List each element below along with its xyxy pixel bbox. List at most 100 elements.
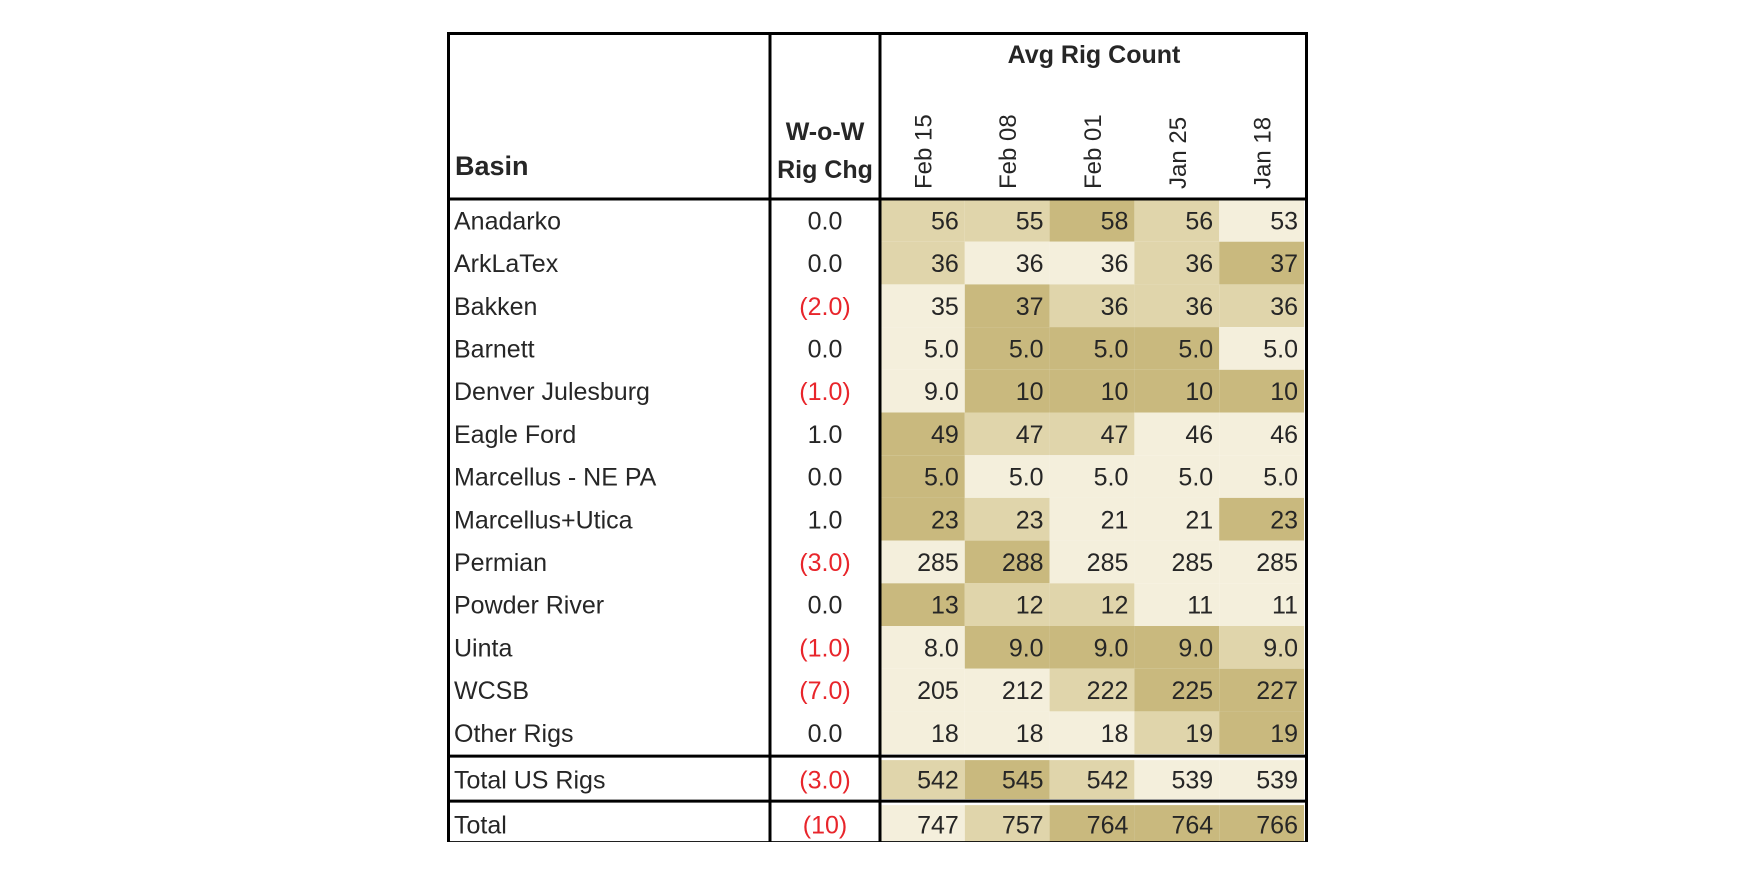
row-9-shade-1 bbox=[964, 583, 1050, 626]
total-us-shade-1 bbox=[964, 760, 1050, 800]
row-10-change: (1.0) bbox=[799, 634, 850, 662]
row-2-value-2: 36 bbox=[1101, 293, 1129, 321]
total-us-value-0: 542 bbox=[917, 767, 959, 795]
row-10-value-2: 9.0 bbox=[1094, 634, 1129, 662]
row-4-shade-0 bbox=[880, 369, 965, 413]
total-value-0: 747 bbox=[917, 812, 959, 840]
total-change: (10) bbox=[803, 812, 847, 840]
row-2-basin: Bakken bbox=[454, 293, 537, 321]
row-7-shade-0 bbox=[880, 497, 965, 541]
rig-count-table-svg: Basin W-o-W Rig Chg Avg Rig Count Feb 15 Feb … bbox=[447, 32, 1308, 842]
row-7-value-2: 21 bbox=[1101, 506, 1129, 534]
total-us-shade-2 bbox=[1049, 760, 1135, 800]
row-3-value-3: 5.0 bbox=[1178, 335, 1213, 363]
row-5-shade-1 bbox=[964, 412, 1050, 456]
row-7-basin: Marcellus+Utica bbox=[454, 506, 633, 534]
row-4-value-3: 10 bbox=[1185, 378, 1213, 406]
row-2-shade-1 bbox=[964, 284, 1050, 328]
row-5-value-4: 46 bbox=[1270, 421, 1298, 449]
row-12-value-2: 18 bbox=[1101, 720, 1129, 748]
row-8-value-1: 288 bbox=[1002, 549, 1044, 577]
row-4-basin: Denver Julesburg bbox=[454, 378, 650, 406]
row-4-value-4: 10 bbox=[1270, 378, 1298, 406]
row-3-value-4: 5.0 bbox=[1263, 335, 1298, 363]
date-header-0: Feb 15 bbox=[910, 114, 937, 189]
row-2-shade-3 bbox=[1134, 284, 1220, 328]
change-header-line1: W-o-W bbox=[786, 118, 865, 146]
row-6-value-4: 5.0 bbox=[1263, 464, 1298, 492]
row-8-shade-1 bbox=[964, 540, 1050, 584]
row-0-shade-2 bbox=[1049, 199, 1135, 242]
row-5-shade-3 bbox=[1134, 412, 1220, 456]
row-12-shade-3 bbox=[1134, 711, 1220, 755]
row-8-basin: Permian bbox=[454, 549, 547, 577]
row-7-value-0: 23 bbox=[931, 506, 959, 534]
row-8-shade-0 bbox=[880, 540, 965, 584]
row-9-shade-0 bbox=[880, 583, 965, 626]
row-12-value-3: 19 bbox=[1185, 720, 1213, 748]
row-0-shade-3 bbox=[1134, 199, 1220, 242]
row-1-value-2: 36 bbox=[1101, 250, 1129, 278]
row-3-basin: Barnett bbox=[454, 335, 535, 363]
row-3-shade-0 bbox=[880, 327, 965, 370]
row-3-shade-4 bbox=[1219, 327, 1304, 370]
row-9-shade-2 bbox=[1049, 583, 1135, 626]
row-8-shade-4 bbox=[1219, 540, 1304, 584]
row-3-value-0: 5.0 bbox=[924, 335, 959, 363]
row-2-shade-2 bbox=[1049, 284, 1135, 328]
row-2-change: (2.0) bbox=[799, 293, 850, 321]
row-0-basin: Anadarko bbox=[454, 207, 561, 235]
row-4-shade-3 bbox=[1134, 369, 1220, 413]
total-value-4: 766 bbox=[1256, 812, 1298, 840]
row-4-shade-1 bbox=[964, 369, 1050, 413]
row-12-shade-0 bbox=[880, 711, 965, 755]
date-header-2: Feb 01 bbox=[1080, 114, 1107, 189]
row-6-value-1: 5.0 bbox=[1009, 464, 1044, 492]
row-11-value-1: 212 bbox=[1002, 677, 1044, 705]
total-value-1: 757 bbox=[1002, 812, 1044, 840]
row-1-value-0: 36 bbox=[931, 250, 959, 278]
row-1-shade-2 bbox=[1049, 241, 1135, 285]
avg-rig-count-header: Avg Rig Count bbox=[1008, 41, 1181, 69]
rig-count-table: Basin W-o-W Rig Chg Avg Rig Count Feb 15 Feb … bbox=[447, 32, 1308, 842]
row-11-shade-0 bbox=[880, 668, 965, 712]
row-4-change: (1.0) bbox=[799, 378, 850, 406]
row-8-change: (3.0) bbox=[799, 549, 850, 577]
row-5-value-2: 47 bbox=[1101, 421, 1129, 449]
row-10-value-1: 9.0 bbox=[1009, 634, 1044, 662]
row-8-value-4: 285 bbox=[1256, 549, 1298, 577]
row-4-value-2: 10 bbox=[1101, 378, 1129, 406]
row-6-value-2: 5.0 bbox=[1094, 464, 1129, 492]
total-shade-0 bbox=[880, 805, 965, 842]
row-11-value-2: 222 bbox=[1087, 677, 1129, 705]
row-10-shade-3 bbox=[1134, 626, 1220, 669]
row-2-shade-0 bbox=[880, 284, 965, 328]
change-header-line2: Rig Chg bbox=[777, 156, 873, 184]
row-5-shade-4 bbox=[1219, 412, 1304, 456]
row-1-shade-4 bbox=[1219, 241, 1304, 285]
row-0-change: 0.0 bbox=[808, 207, 843, 235]
row-2-value-3: 36 bbox=[1185, 293, 1213, 321]
row-11-shade-4 bbox=[1219, 668, 1304, 712]
row-11-shade-1 bbox=[964, 668, 1050, 712]
row-6-shade-2 bbox=[1049, 455, 1135, 498]
total-shade-4 bbox=[1219, 805, 1304, 842]
row-7-change: 1.0 bbox=[808, 506, 843, 534]
date-header-1: Feb 08 bbox=[995, 114, 1022, 189]
row-11-shade-3 bbox=[1134, 668, 1220, 712]
row-10-value-0: 8.0 bbox=[924, 634, 959, 662]
row-11-value-3: 225 bbox=[1171, 677, 1213, 705]
row-10-basin: Uinta bbox=[454, 634, 512, 662]
row-4-value-0: 9.0 bbox=[924, 378, 959, 406]
row-5-value-3: 46 bbox=[1185, 421, 1213, 449]
total-us-basin: Total US Rigs bbox=[454, 767, 605, 795]
row-9-shade-4 bbox=[1219, 583, 1304, 626]
row-2-shade-4 bbox=[1219, 284, 1304, 328]
row-9-value-1: 12 bbox=[1016, 592, 1044, 620]
row-3-change: 0.0 bbox=[808, 335, 843, 363]
row-2-value-4: 36 bbox=[1270, 293, 1298, 321]
row-8-shade-2 bbox=[1049, 540, 1135, 584]
row-5-shade-2 bbox=[1049, 412, 1135, 456]
total-value-3: 764 bbox=[1171, 812, 1213, 840]
row-0-shade-1 bbox=[964, 199, 1050, 242]
